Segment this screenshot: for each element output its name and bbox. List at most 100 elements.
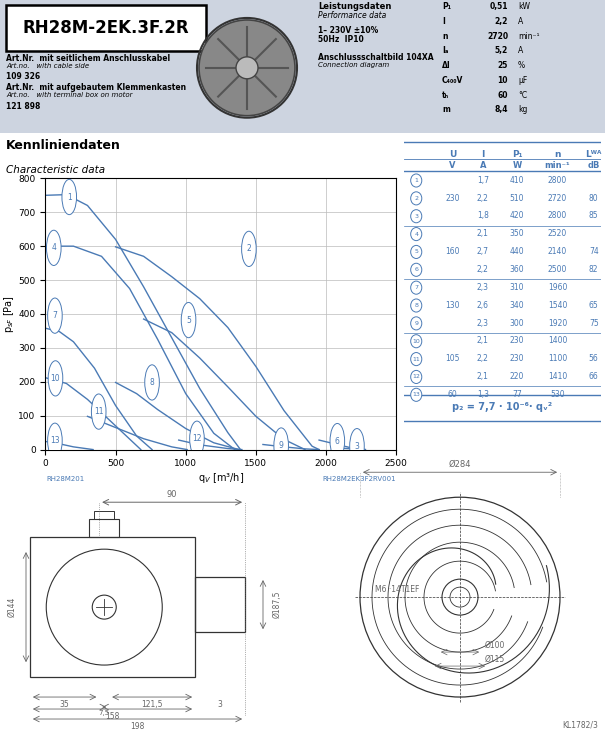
- Text: tₕ: tₕ: [442, 91, 449, 99]
- Circle shape: [199, 20, 295, 116]
- Circle shape: [182, 302, 196, 338]
- Circle shape: [48, 298, 62, 333]
- Text: 7: 7: [53, 311, 57, 320]
- Text: 2140: 2140: [548, 247, 567, 256]
- Circle shape: [274, 428, 289, 463]
- Text: Ø187,5: Ø187,5: [272, 591, 281, 618]
- Text: 230: 230: [510, 337, 525, 346]
- Text: 1: 1: [67, 192, 71, 201]
- Text: n: n: [442, 32, 448, 41]
- Circle shape: [411, 174, 422, 187]
- Text: 230: 230: [510, 354, 525, 363]
- Text: 2720: 2720: [487, 32, 508, 41]
- Text: 4: 4: [414, 231, 418, 237]
- Text: RH28M-2EK.3F.2R: RH28M-2EK.3F.2R: [23, 19, 189, 37]
- Text: 2800: 2800: [548, 212, 567, 220]
- Text: 130: 130: [445, 301, 460, 310]
- Bar: [195, 577, 245, 632]
- Text: 2,2: 2,2: [477, 265, 489, 274]
- Text: 2,3: 2,3: [477, 283, 489, 292]
- Text: 121,5: 121,5: [142, 700, 163, 709]
- Text: 5: 5: [186, 315, 191, 324]
- Text: 2520: 2520: [548, 229, 567, 238]
- Text: 230: 230: [445, 194, 460, 203]
- Text: 12: 12: [412, 374, 420, 380]
- Text: 13: 13: [50, 436, 60, 445]
- Text: 420: 420: [510, 212, 525, 220]
- Text: °C: °C: [518, 91, 527, 99]
- Text: 11: 11: [94, 407, 103, 416]
- Text: 158: 158: [105, 712, 120, 721]
- Text: 2: 2: [246, 245, 251, 254]
- Text: Lᵂᴬ: Lᵂᴬ: [586, 150, 602, 158]
- Text: 2: 2: [414, 196, 418, 201]
- Text: 530: 530: [550, 390, 564, 399]
- Text: 310: 310: [510, 283, 525, 292]
- Text: U: U: [449, 150, 456, 158]
- Bar: [90, 519, 119, 537]
- Text: 198: 198: [130, 722, 145, 731]
- Circle shape: [145, 365, 159, 400]
- Text: 220: 220: [510, 372, 525, 381]
- Text: 2500: 2500: [548, 265, 567, 274]
- Circle shape: [330, 424, 345, 458]
- Text: A: A: [518, 17, 523, 26]
- Text: M6 ·14T1EF: M6 ·14T1EF: [375, 584, 419, 593]
- Text: 1410: 1410: [548, 372, 567, 381]
- Text: 10: 10: [51, 374, 60, 383]
- Text: 74: 74: [589, 247, 598, 256]
- Text: Characteristic data: Characteristic data: [6, 164, 105, 175]
- Text: 1400: 1400: [548, 337, 567, 346]
- Text: I: I: [481, 150, 485, 158]
- Text: 75: 75: [589, 318, 598, 328]
- Text: 25: 25: [498, 61, 508, 70]
- Text: dB: dB: [587, 161, 600, 170]
- Text: 11: 11: [413, 357, 420, 362]
- Text: 2,1: 2,1: [477, 337, 489, 346]
- Text: Art.Nr.  mit seitlichem Anschlusskabel: Art.Nr. mit seitlichem Anschlusskabel: [6, 54, 170, 63]
- Text: 8,4: 8,4: [494, 105, 508, 114]
- Text: 9: 9: [279, 441, 284, 450]
- Text: 0,51: 0,51: [489, 2, 508, 11]
- Circle shape: [241, 231, 256, 267]
- Text: 105: 105: [445, 354, 460, 363]
- Circle shape: [91, 394, 106, 429]
- Text: 340: 340: [510, 301, 525, 310]
- Text: 160: 160: [445, 247, 460, 256]
- Text: 7: 7: [414, 285, 418, 290]
- Text: 2,2: 2,2: [477, 354, 489, 363]
- Text: Ø115: Ø115: [485, 654, 505, 663]
- Text: 1,8: 1,8: [477, 212, 489, 220]
- Text: 1,7: 1,7: [477, 175, 489, 185]
- Text: 2,3: 2,3: [477, 318, 489, 328]
- Text: A: A: [518, 46, 523, 55]
- Circle shape: [236, 57, 258, 79]
- Text: 6: 6: [335, 436, 340, 446]
- Y-axis label: p$_{sF}$ [Pa]: p$_{sF}$ [Pa]: [2, 295, 16, 333]
- Text: n: n: [554, 150, 561, 158]
- Text: 85: 85: [589, 212, 598, 220]
- Text: 12: 12: [192, 434, 201, 443]
- Bar: [30, 537, 195, 677]
- Text: 1– 230V ±10%: 1– 230V ±10%: [318, 26, 378, 35]
- Text: 5: 5: [414, 249, 418, 254]
- Text: 2,2: 2,2: [495, 17, 508, 26]
- Text: RH28M2EK3F2RV001: RH28M2EK3F2RV001: [322, 476, 396, 482]
- Text: 10: 10: [413, 339, 420, 343]
- Text: 60: 60: [448, 390, 457, 399]
- Text: Ø100: Ø100: [485, 640, 505, 649]
- Text: 56: 56: [589, 354, 598, 363]
- X-axis label: q$_V$ [m³/h]: q$_V$ [m³/h]: [198, 471, 244, 485]
- Text: Leistungsdaten: Leistungsdaten: [318, 2, 391, 11]
- Text: 109 326: 109 326: [6, 71, 40, 81]
- Text: Art.no.   with terminal box on motor: Art.no. with terminal box on motor: [6, 92, 132, 98]
- Text: 3: 3: [355, 441, 359, 451]
- Text: Art.Nr.  mit aufgebautem Klemmenkasten: Art.Nr. mit aufgebautem Klemmenkasten: [6, 83, 186, 92]
- Circle shape: [411, 209, 422, 223]
- Circle shape: [62, 179, 77, 214]
- Text: 1920: 1920: [548, 318, 567, 328]
- Text: 1: 1: [414, 178, 418, 183]
- Text: 2,6: 2,6: [477, 301, 489, 310]
- Text: 2720: 2720: [548, 194, 567, 203]
- Circle shape: [411, 388, 422, 402]
